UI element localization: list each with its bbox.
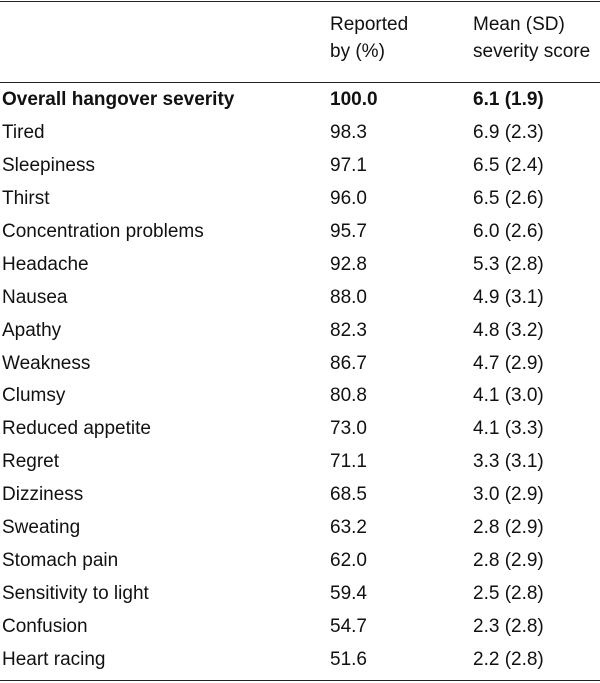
data-cell: 4.9 (3.1)	[473, 286, 544, 308]
data-cell: 3.3 (3.1)	[473, 451, 544, 473]
row-label: Apathy	[2, 319, 62, 341]
data-cell: 4.8 (3.2)	[473, 319, 544, 341]
row-label: Headache	[2, 253, 89, 275]
data-cell: 4.1 (3.3)	[473, 418, 544, 440]
data-cell: 2.8 (2.9)	[473, 550, 544, 572]
data-cell: 97.1	[330, 154, 367, 176]
header-cell: Reported	[330, 14, 409, 35]
data-cell: 92.8	[330, 253, 367, 275]
data-cell: 5.3 (2.8)	[473, 253, 544, 275]
row-label: Nausea	[2, 286, 68, 308]
data-cell: 4.7 (2.9)	[473, 352, 544, 374]
data-cell: 51.6	[330, 648, 367, 670]
row-label: Regret	[2, 451, 60, 473]
row-label: Confusion	[2, 616, 88, 638]
row-label: Dizziness	[2, 484, 84, 506]
data-cell: 71.1	[330, 451, 367, 473]
bottom-rule	[0, 680, 600, 681]
data-cell: 80.8	[330, 385, 367, 407]
data-cell: 6.1 (1.9)	[473, 89, 544, 110]
data-cell: 4.1 (3.0)	[473, 385, 544, 407]
data-cell: 2.5 (2.8)	[473, 583, 544, 605]
data-cell: 3.0 (2.9)	[473, 484, 544, 506]
data-cell: 54.7	[330, 616, 367, 638]
data-cell: 2.8 (2.9)	[473, 517, 544, 539]
header-rule	[0, 82, 600, 83]
data-cell: 98.3	[330, 121, 367, 143]
row-label: Sweating	[2, 517, 81, 539]
data-cell: 82.3	[330, 319, 367, 341]
top-rule	[0, 1, 600, 2]
row-label: Thirst	[2, 187, 50, 209]
data-cell: 68.5	[330, 484, 367, 506]
row-label: Overall hangover severity	[2, 89, 235, 110]
row-label: Reduced appetite	[2, 418, 151, 440]
data-cell: 6.9 (2.3)	[473, 121, 544, 143]
header-cell: Mean (SD)	[473, 14, 565, 35]
data-cell: 2.2 (2.8)	[473, 648, 544, 670]
row-label: Concentration problems	[2, 220, 204, 242]
data-cell: 88.0	[330, 286, 367, 308]
data-cell: 59.4	[330, 583, 367, 605]
row-label: Clumsy	[2, 385, 66, 407]
data-cell: 86.7	[330, 352, 367, 374]
data-cell: 62.0	[330, 550, 367, 572]
data-cell: 6.0 (2.6)	[473, 220, 544, 242]
header-cell: by (%)	[330, 41, 385, 62]
data-cell: 96.0	[330, 187, 367, 209]
row-label: Sleepiness	[2, 154, 95, 176]
data-cell: 63.2	[330, 517, 367, 539]
row-label: Sensitivity to light	[2, 583, 149, 605]
data-cell: 6.5 (2.4)	[473, 154, 544, 176]
data-cell: 2.3 (2.8)	[473, 616, 544, 638]
header-cell: severity score	[473, 41, 591, 62]
data-cell: 73.0	[330, 418, 367, 440]
data-cell: 95.7	[330, 220, 367, 242]
data-cell: 6.5 (2.6)	[473, 187, 544, 209]
row-label: Stomach pain	[2, 550, 119, 572]
row-label: Heart racing	[2, 648, 106, 670]
data-cell: 100.0	[330, 89, 378, 110]
row-label: Weakness	[2, 352, 91, 374]
row-label: Tired	[2, 121, 45, 143]
